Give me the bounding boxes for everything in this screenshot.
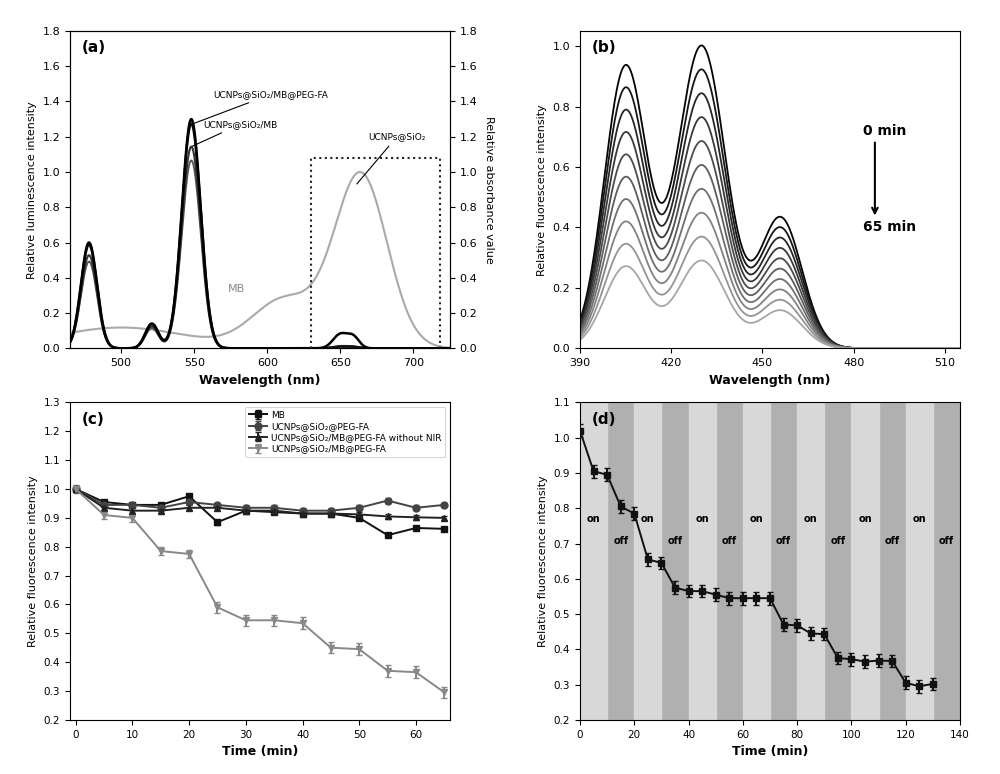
Text: MB: MB (228, 284, 245, 294)
Text: on: on (587, 515, 600, 524)
Text: off: off (885, 536, 900, 546)
X-axis label: Time (min): Time (min) (222, 745, 298, 758)
Text: off: off (939, 536, 954, 546)
X-axis label: Wavelength (nm): Wavelength (nm) (709, 374, 831, 386)
Y-axis label: Relative fluorescence intensity: Relative fluorescence intensity (538, 475, 548, 647)
Text: (a): (a) (81, 40, 106, 56)
Text: UCNPs@SiO₂/MB@PEG-FA: UCNPs@SiO₂/MB@PEG-FA (194, 90, 328, 123)
Bar (580, 402, 607, 720)
Bar (851, 402, 879, 720)
Bar (743, 402, 770, 720)
X-axis label: Time (min): Time (min) (732, 745, 808, 758)
Y-axis label: Relative fluorescence intensity: Relative fluorescence intensity (28, 475, 38, 647)
Text: on: on (804, 515, 818, 524)
Y-axis label: Relative absorbance value: Relative absorbance value (484, 116, 494, 263)
Y-axis label: Relative luminescence intensity: Relative luminescence intensity (27, 101, 37, 279)
Text: 65 min: 65 min (863, 221, 916, 235)
X-axis label: Wavelength (nm): Wavelength (nm) (199, 374, 321, 386)
Bar (797, 402, 824, 720)
Bar (689, 402, 716, 720)
Text: UCNPs@SiO₂: UCNPs@SiO₂ (357, 132, 426, 184)
Bar (311, 158, 440, 352)
Text: off: off (830, 536, 845, 546)
Legend: MB, UCNPs@SiO₂@PEG-FA, UCNPs@SiO₂/MB@PEG-FA without NIR, UCNPs@SiO₂/MB@PEG-FA: MB, UCNPs@SiO₂@PEG-FA, UCNPs@SiO₂/MB@PEG… (245, 407, 445, 457)
Text: (d): (d) (591, 412, 616, 427)
Text: on: on (695, 515, 709, 524)
Text: 0 min: 0 min (863, 124, 906, 138)
Text: off: off (613, 536, 628, 546)
Text: on: on (641, 515, 655, 524)
Text: (c): (c) (81, 412, 104, 427)
Text: UCNPs@SiO₂/MB: UCNPs@SiO₂/MB (192, 120, 277, 146)
Text: off: off (667, 536, 683, 546)
Text: on: on (750, 515, 763, 524)
Bar (634, 402, 661, 720)
Text: off: off (776, 536, 791, 546)
Y-axis label: Relative fluorescence intensity: Relative fluorescence intensity (537, 104, 547, 276)
Text: (b): (b) (591, 40, 616, 56)
Text: off: off (722, 536, 737, 546)
Bar (906, 402, 933, 720)
Text: on: on (912, 515, 926, 524)
Text: on: on (858, 515, 872, 524)
